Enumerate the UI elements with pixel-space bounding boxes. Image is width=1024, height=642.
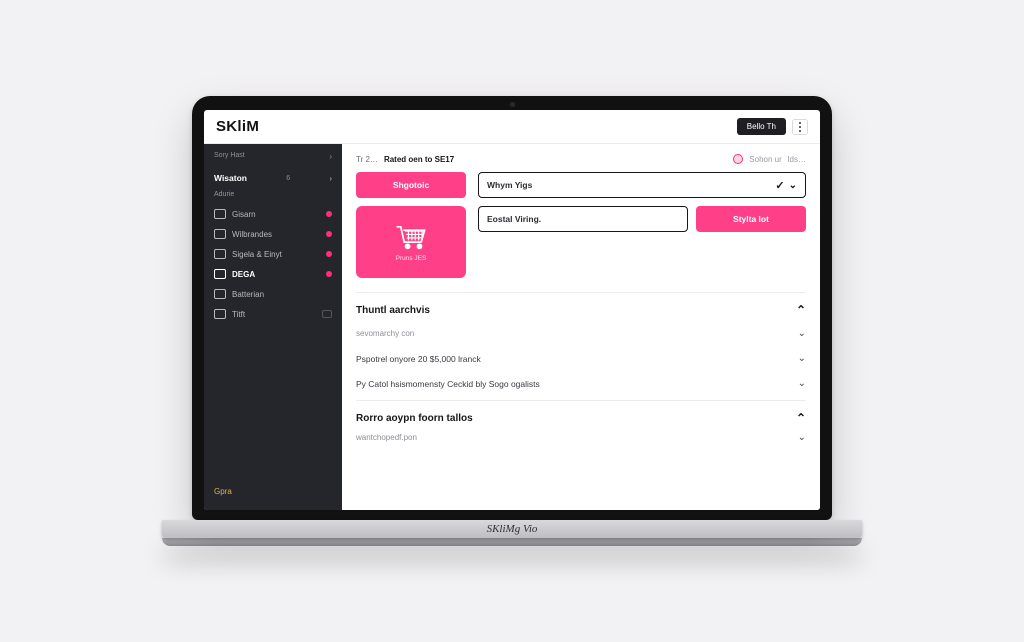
check-icon: ✓ <box>775 179 784 192</box>
breadcrumb-user[interactable]: Sohon ur <box>749 155 781 164</box>
brand-logo: SKliM <box>216 118 259 135</box>
sidebar-item-label: Batterian <box>232 290 332 299</box>
chevron-down-icon: ⌄ <box>798 432 806 443</box>
notification-dot-icon <box>326 211 332 217</box>
sidebar-item-0[interactable]: Gisarn <box>204 204 342 224</box>
laptop-base-label: SKliMg Vio <box>487 523 538 535</box>
topbar: SKliM Bello Th <box>204 110 820 144</box>
notification-dot-icon <box>326 271 332 277</box>
page-title: Rated oen to SE17 <box>384 155 454 164</box>
sidebar: Sory Hast › Wisaton 6 › Adurie Gisarn Wil… <box>204 144 342 510</box>
breadcrumb-tail[interactable]: lds… <box>788 155 806 164</box>
sidebar-item-icon <box>214 289 226 299</box>
sidebar-item-4[interactable]: Batterian <box>204 284 342 304</box>
notification-dot-icon <box>326 231 332 237</box>
sidebar-top-label: Sory Hast <box>214 152 245 161</box>
sidebar-footer-link[interactable]: Gpra <box>204 479 342 504</box>
row-text: Py Catol hsismomensty Ceckid bly Sogo og… <box>356 379 540 389</box>
cart-icon <box>394 223 428 251</box>
cart-card[interactable]: Pruns JES <box>356 206 466 278</box>
chevron-right-icon: › <box>329 152 332 161</box>
row-text: Pspotrel onyore 20 $5,000 lranck <box>356 354 481 364</box>
hero-row: Shgotoic <box>356 172 806 278</box>
sidebar-item-label: DEGA <box>232 270 320 279</box>
row-lead: wantchopedf.pon <box>356 433 446 442</box>
hero-primary-label: Shgotoic <box>393 180 429 190</box>
hero-primary-button[interactable]: Shgotoic <box>356 172 466 198</box>
main-panel: Tr 2… Rated oen to SE17 Sohon ur lds… Sh… <box>342 144 820 510</box>
section-title: Rorro aoypn foorn tallos <box>356 413 473 424</box>
laptop-hinge: SKliMg Vio <box>162 520 862 538</box>
sidebar-item-5[interactable]: Titft <box>204 304 342 324</box>
chevron-down-icon: ⌄ <box>798 328 806 339</box>
sidebar-item-label: Titft <box>232 310 316 319</box>
chevron-down-icon: ⌄ <box>798 378 806 389</box>
camera-dot <box>510 102 515 107</box>
sidebar-item-label: Wilbrandes <box>232 230 320 239</box>
sidebar-item-3[interactable]: DEGA <box>204 264 342 284</box>
sidebar-item-icon <box>214 269 226 279</box>
chevron-down-icon: ⌄ <box>789 180 797 191</box>
section-0-row-1[interactable]: Pspotrel onyore 20 $5,000 lranck ⌄ <box>356 346 806 371</box>
sidebar-item-icon <box>214 209 226 219</box>
breadcrumb: Tr 2… Rated oen to SE17 Sohon ur lds… <box>356 154 806 164</box>
section-title: Thuntl aarchvis <box>356 305 430 316</box>
laptop-frame: SKliM Bello Th Sory Hast › Wisa <box>192 96 832 546</box>
section-1: Rorro aoypn foorn tallos⌃wantchopedf.pon… <box>356 400 806 454</box>
sidebar-item-1[interactable]: Wilbrandes <box>204 224 342 244</box>
hero-side-button[interactable]: Stylta lot <box>696 206 806 232</box>
topbar-kebab-menu[interactable] <box>792 119 808 135</box>
notification-dot-icon <box>326 251 332 257</box>
breadcrumb-lead: Tr 2… <box>356 155 378 164</box>
sidebar-subheader: Adurie <box>204 189 342 204</box>
select-field-2-label: Eostal Viring. <box>487 214 541 224</box>
sidebar-trail-icon <box>322 310 332 318</box>
sidebar-item-icon <box>214 249 226 259</box>
section-0-header[interactable]: Thuntl aarchvis ⌃ <box>356 303 806 317</box>
row-lead: sevomarchy con <box>356 329 446 338</box>
chevron-up-icon: ⌃ <box>796 303 806 317</box>
app-window: SKliM Bello Th Sory Hast › Wisa <box>204 110 820 510</box>
sidebar-section-label: Wisaton <box>214 173 247 183</box>
sidebar-section-meta: 6 <box>286 175 290 182</box>
sidebar-item-icon <box>214 309 226 319</box>
section-1-header[interactable]: Rorro aoypn foorn tallos ⌃ <box>356 411 806 425</box>
cart-caption: Pruns JES <box>396 255 427 262</box>
sidebar-item-2[interactable]: Sigela & Einyt <box>204 244 342 264</box>
section-0: Thuntl aarchvis⌃sevomarchy con⌄Pspotrel … <box>356 292 806 400</box>
section-0-row-0[interactable]: sevomarchy con ⌄ <box>356 321 806 346</box>
chevron-up-icon: ⌃ <box>796 411 806 425</box>
sidebar-item-icon <box>214 229 226 239</box>
hero-side-label: Stylta lot <box>733 214 769 224</box>
sidebar-item-label: Gisarn <box>232 210 320 219</box>
chevron-right-icon: › <box>329 174 332 183</box>
user-avatar-icon[interactable] <box>733 154 743 164</box>
chevron-down-icon: ⌄ <box>798 353 806 364</box>
select-field-1[interactable]: Whym Yigs ✓ ⌄ <box>478 172 806 198</box>
laptop-foot <box>162 538 862 546</box>
sidebar-item-label: Sigela & Einyt <box>232 250 320 259</box>
select-field-2[interactable]: Eostal Viring. <box>478 206 688 232</box>
sidebar-section-header[interactable]: Wisaton 6 › <box>204 167 342 189</box>
section-0-row-2[interactable]: Py Catol hsismomensty Ceckid bly Sogo og… <box>356 371 806 396</box>
screen-bezel: SKliM Bello Th Sory Hast › Wisa <box>192 96 832 520</box>
section-1-row-0[interactable]: wantchopedf.pon ⌄ <box>356 425 806 450</box>
topbar-primary-button[interactable]: Bello Th <box>737 118 786 135</box>
topbar-primary-label: Bello Th <box>747 122 776 131</box>
sidebar-top-meta: Sory Hast › <box>204 152 342 167</box>
select-field-1-label: Whym Yigs <box>487 180 532 190</box>
